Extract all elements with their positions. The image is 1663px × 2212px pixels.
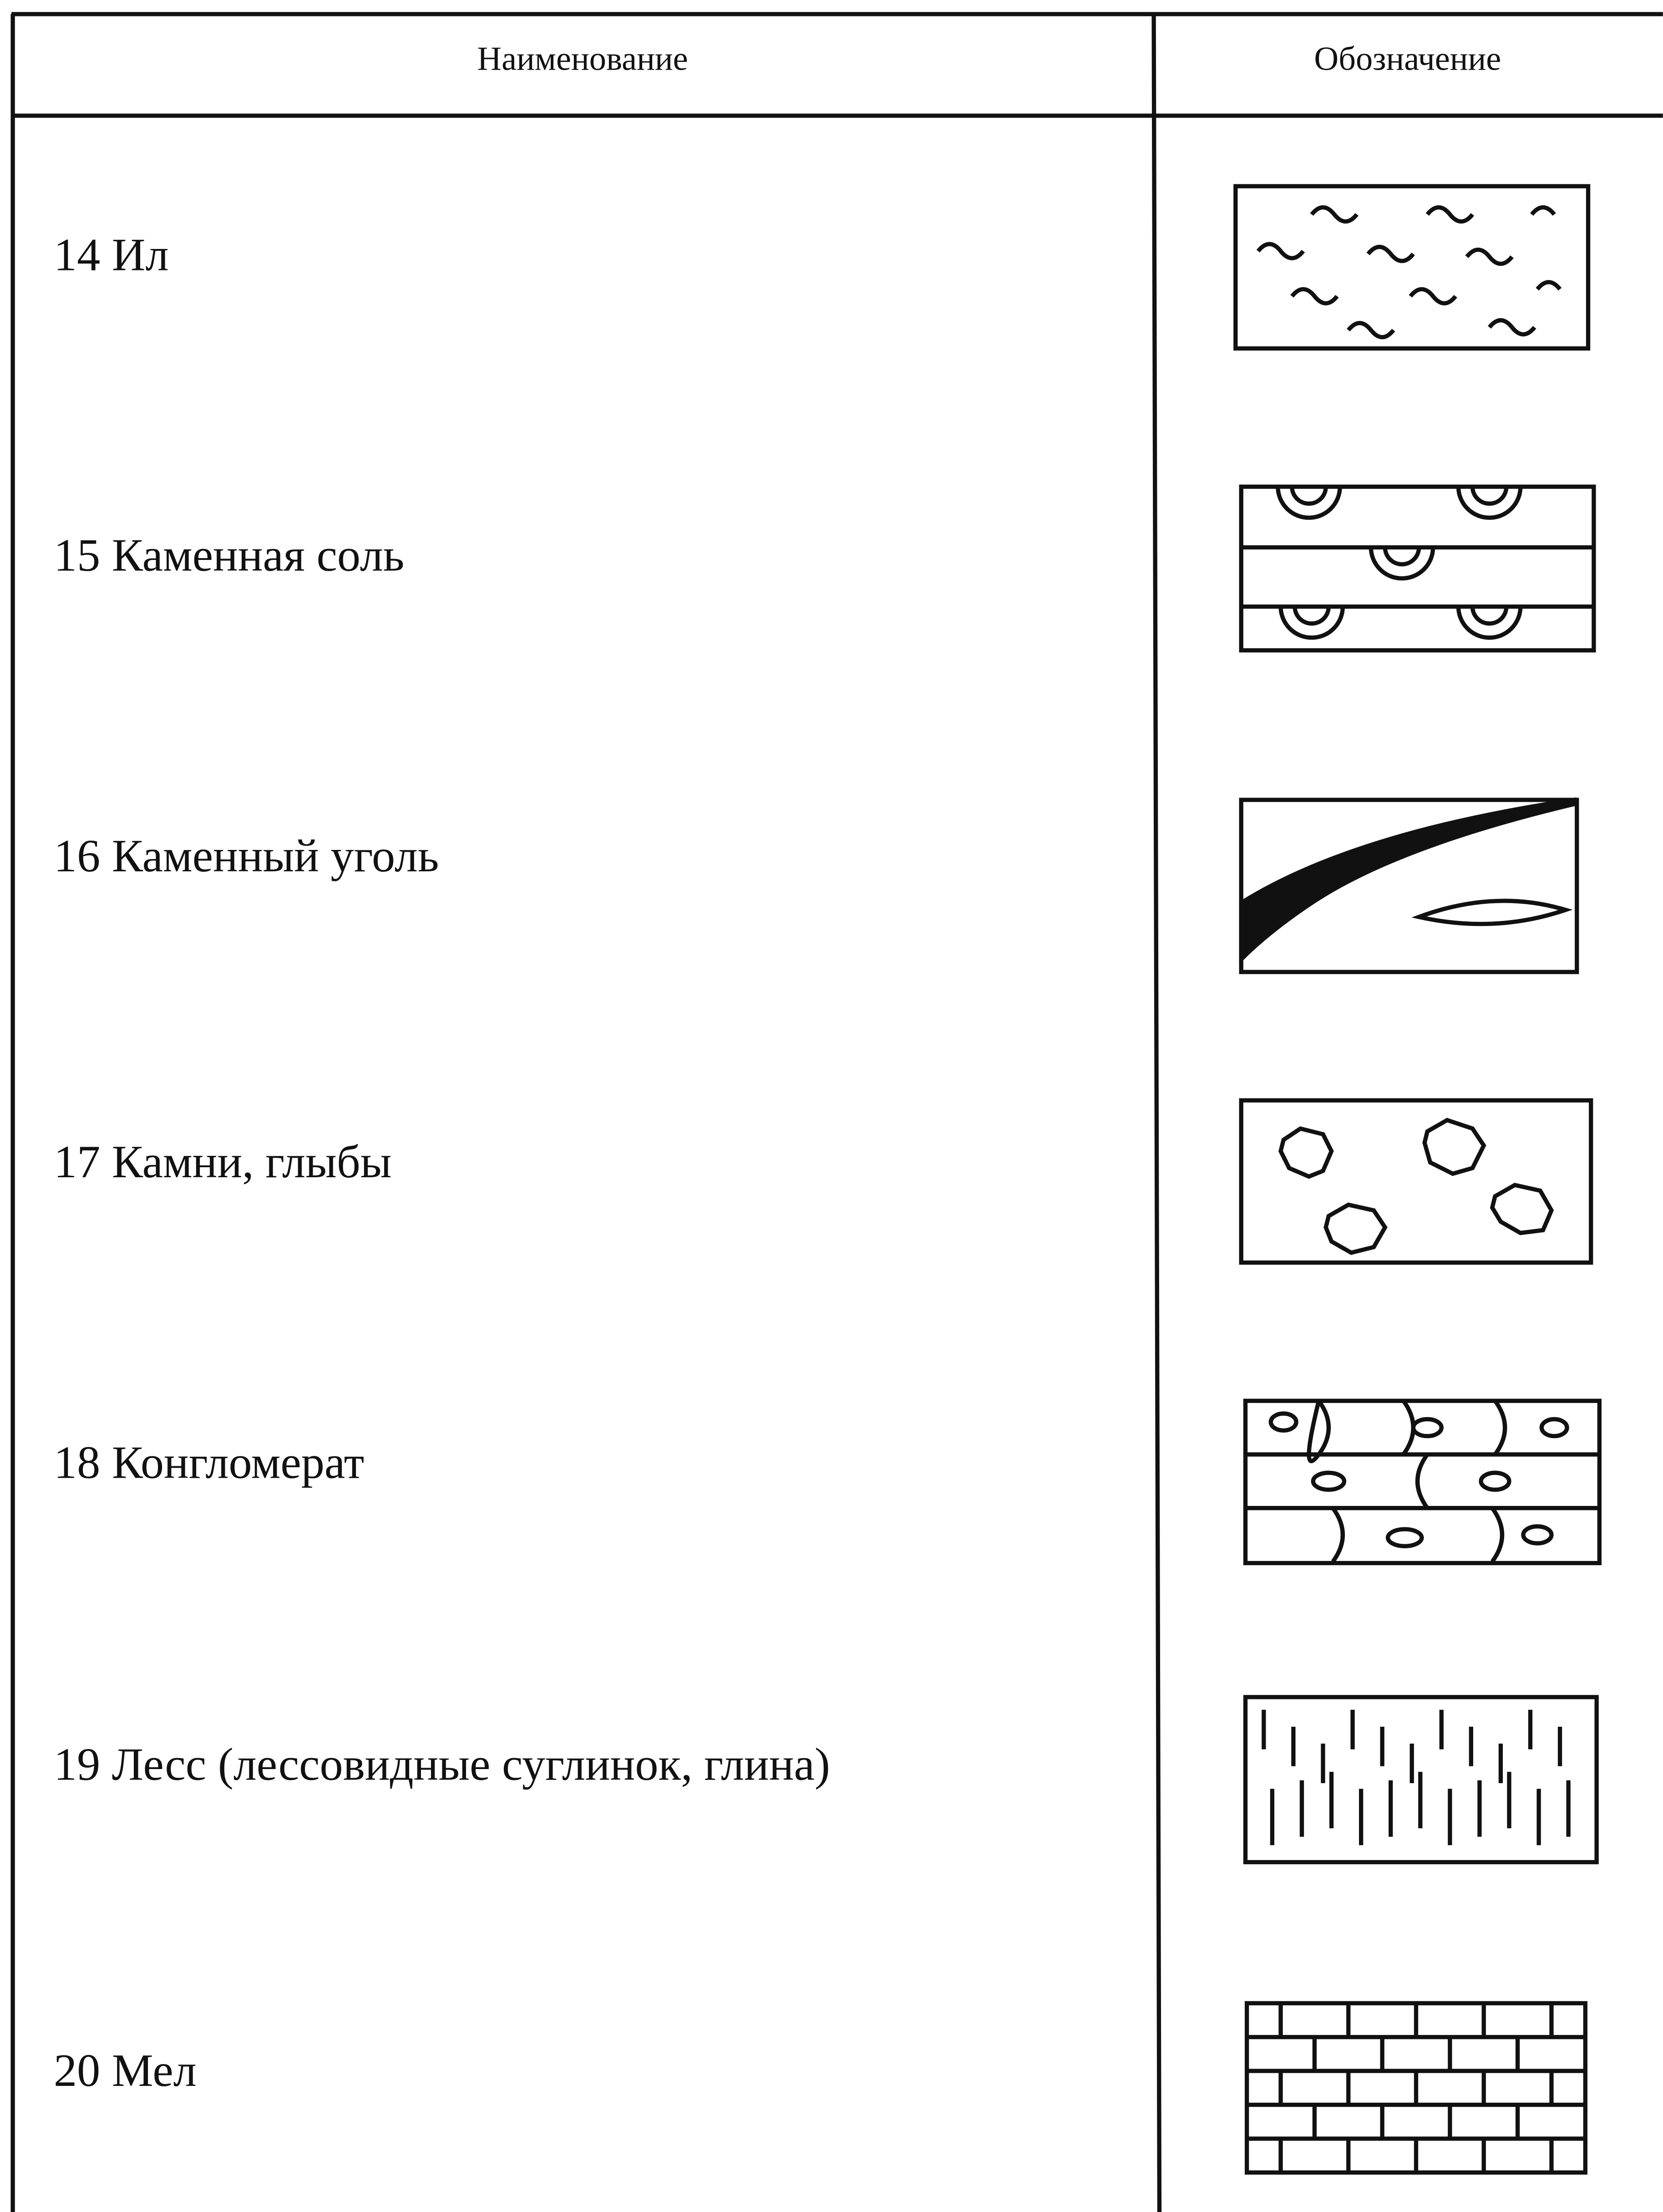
header-cell: Наименование [477, 40, 688, 77]
table-grid [10, 12, 1663, 2212]
row-label: 16 Каменный уголь [54, 830, 439, 882]
header-cell: Обозначение [1314, 40, 1501, 77]
row-label: 14 Ил [54, 229, 169, 281]
row-label: 19 Лесс (лессовидные суглинок, глина) [54, 1739, 830, 1790]
row-label: 20 Мел [54, 2045, 197, 2096]
row-label: 18 Конгломерат [54, 1437, 364, 1488]
symbol-rock-salt [1239, 484, 1596, 653]
symbol-stones [1239, 1098, 1593, 1265]
symbol-conglomerate [1243, 1398, 1602, 1566]
symbol-loess [1243, 1695, 1599, 1865]
symbol-chalk [1244, 2001, 1587, 2175]
row-label: 15 Каменная соль [54, 530, 404, 581]
symbol-silt [1233, 184, 1591, 351]
row-label: 17 Камни, глыбы [54, 1136, 392, 1188]
symbol-coal [1239, 797, 1579, 974]
